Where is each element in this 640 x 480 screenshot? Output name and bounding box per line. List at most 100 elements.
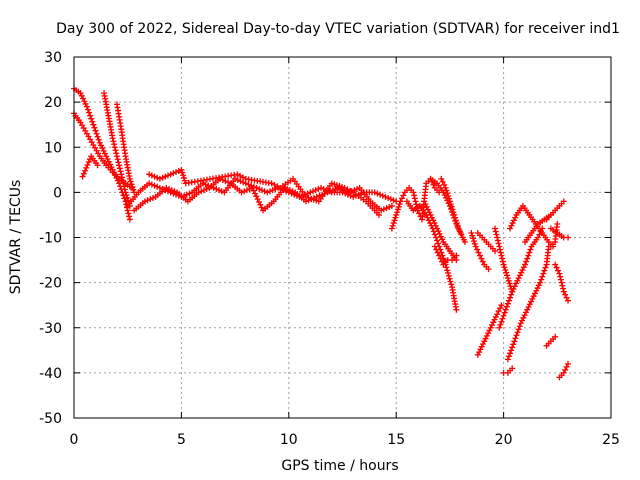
y-tick-label: -10 — [39, 231, 62, 247]
data-point — [198, 188, 205, 195]
data-point — [514, 277, 521, 284]
data-point — [141, 198, 148, 205]
data-point — [94, 162, 101, 169]
x-tick-label: 20 — [495, 432, 513, 448]
x-axis-label: GPS time / hours — [281, 458, 398, 474]
data-point — [286, 187, 293, 194]
data-point — [96, 139, 103, 146]
x-tick-label: 10 — [280, 432, 298, 448]
data-point — [168, 187, 175, 194]
data-point — [269, 187, 276, 194]
data-point — [148, 181, 155, 188]
data-point — [430, 181, 437, 188]
data-point — [83, 164, 90, 171]
data-point — [498, 252, 505, 259]
data-point — [485, 330, 492, 337]
data-point — [109, 166, 116, 173]
data-point — [99, 145, 106, 152]
data-point — [540, 270, 547, 277]
data-point — [538, 276, 545, 283]
data-point — [499, 315, 506, 322]
data-point — [472, 243, 479, 250]
data-point — [396, 201, 403, 208]
data-point — [103, 153, 110, 160]
data-point — [497, 249, 504, 256]
data-point — [156, 184, 163, 191]
data-point — [469, 232, 476, 239]
data-point — [559, 282, 566, 289]
data-point — [218, 188, 225, 195]
data-point — [304, 190, 311, 197]
data-point — [232, 175, 239, 182]
data-point — [426, 209, 433, 216]
data-point — [126, 216, 133, 223]
data-point — [411, 192, 418, 199]
data-point — [105, 158, 112, 165]
series-arc-i — [438, 175, 468, 246]
data-point — [225, 179, 232, 186]
data-point — [125, 210, 132, 217]
data-point — [539, 273, 546, 280]
data-point — [478, 255, 485, 262]
data-point — [183, 191, 190, 198]
data-point — [454, 222, 461, 229]
data-point — [246, 185, 253, 192]
series-arc-q — [500, 365, 516, 376]
data-point — [451, 211, 458, 218]
data-point — [434, 237, 441, 244]
data-point — [516, 272, 523, 279]
data-point — [390, 220, 397, 227]
data-point — [487, 324, 494, 331]
data-point — [441, 181, 448, 188]
series-arc-k — [468, 229, 492, 273]
data-point — [449, 206, 456, 213]
data-point — [385, 195, 392, 202]
data-point — [238, 189, 245, 196]
data-point — [245, 181, 252, 188]
data-point — [258, 187, 265, 194]
data-point — [249, 184, 256, 191]
data-point — [92, 127, 99, 134]
data-point — [391, 217, 398, 224]
data-point — [489, 322, 496, 329]
data-point — [502, 306, 509, 313]
y-tick-label: 30 — [44, 50, 62, 66]
data-point — [504, 272, 511, 279]
data-point — [432, 234, 439, 241]
data-point — [178, 166, 185, 173]
data-point — [377, 191, 384, 198]
data-point — [447, 201, 454, 208]
data-point — [95, 136, 102, 143]
data-point — [496, 324, 503, 331]
data-point — [175, 167, 182, 174]
series-arc-v — [552, 261, 572, 304]
data-point — [492, 228, 499, 235]
data-point — [520, 264, 527, 271]
series-arc-b — [71, 85, 133, 223]
data-point — [98, 142, 105, 149]
data-point — [509, 365, 516, 372]
data-point — [412, 198, 419, 205]
y-axis-label: SDTVAR / TECUs — [8, 180, 24, 295]
series-arc-e — [79, 153, 101, 180]
data-point — [509, 220, 516, 227]
data-point — [93, 130, 100, 137]
data-point — [501, 264, 508, 271]
data-point — [307, 189, 314, 196]
data-point — [537, 279, 544, 286]
series-arc-g — [421, 198, 460, 264]
data-point — [476, 349, 483, 356]
data-point — [427, 211, 434, 218]
data-point — [496, 243, 503, 250]
data-point — [522, 309, 529, 316]
data-point — [126, 175, 133, 182]
data-point — [395, 203, 402, 210]
y-tick-label: 10 — [44, 140, 62, 156]
data-point — [519, 266, 526, 273]
data-point — [520, 314, 527, 321]
data-point — [376, 211, 383, 218]
data-point — [129, 183, 136, 190]
data-point — [120, 180, 127, 187]
data-point — [284, 185, 291, 192]
